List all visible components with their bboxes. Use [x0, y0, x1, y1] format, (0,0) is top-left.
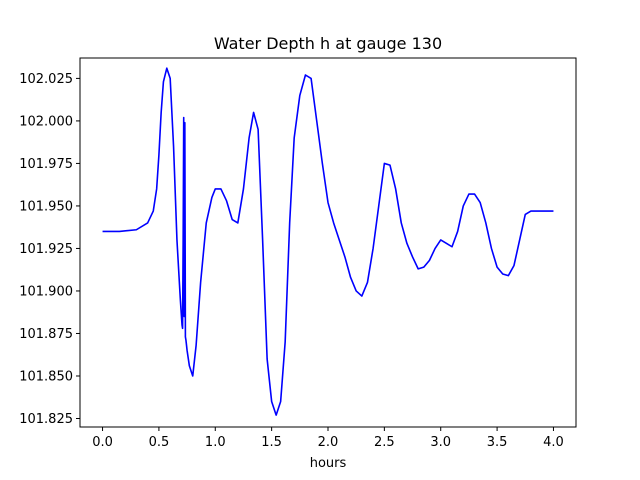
x-tick-label: 0.0 — [92, 435, 113, 450]
series-line-0 — [102, 67, 554, 416]
y-tick-label: 102.025 — [19, 72, 73, 87]
x-axis: 0.0 0.5 1.0 1.5 2.0 2.5 3.0 3.5 4.0 — [92, 427, 564, 450]
y-tick-label: 101.850 — [19, 369, 73, 384]
chart-title: Water Depth h at gauge 130 — [214, 34, 442, 53]
y-tick-label: 101.900 — [19, 284, 73, 299]
x-tick-label: 2.5 — [374, 435, 395, 450]
x-tick-label: 4.0 — [543, 435, 564, 450]
y-tick-label: 101.875 — [19, 327, 73, 342]
y-axis: 101.825 101.850 101.875 101.900 101.925 101.9… — [19, 72, 80, 427]
x-tick-label: 2.0 — [318, 435, 339, 450]
y-tick-label: 101.975 — [19, 157, 73, 172]
y-tick-label: 101.925 — [19, 242, 73, 257]
x-tick-label: 3.0 — [430, 435, 451, 450]
y-tick-label: 102.000 — [19, 114, 73, 129]
y-tick-label: 101.825 — [19, 412, 73, 427]
x-axis-title: hours — [310, 456, 347, 471]
x-tick-label: 1.0 — [205, 435, 226, 450]
x-tick-label: 3.5 — [487, 435, 508, 450]
y-tick-label: 101.950 — [19, 199, 73, 214]
x-tick-label: 1.5 — [261, 435, 282, 450]
series-layer — [102, 67, 554, 416]
x-tick-label: 0.5 — [149, 435, 170, 450]
